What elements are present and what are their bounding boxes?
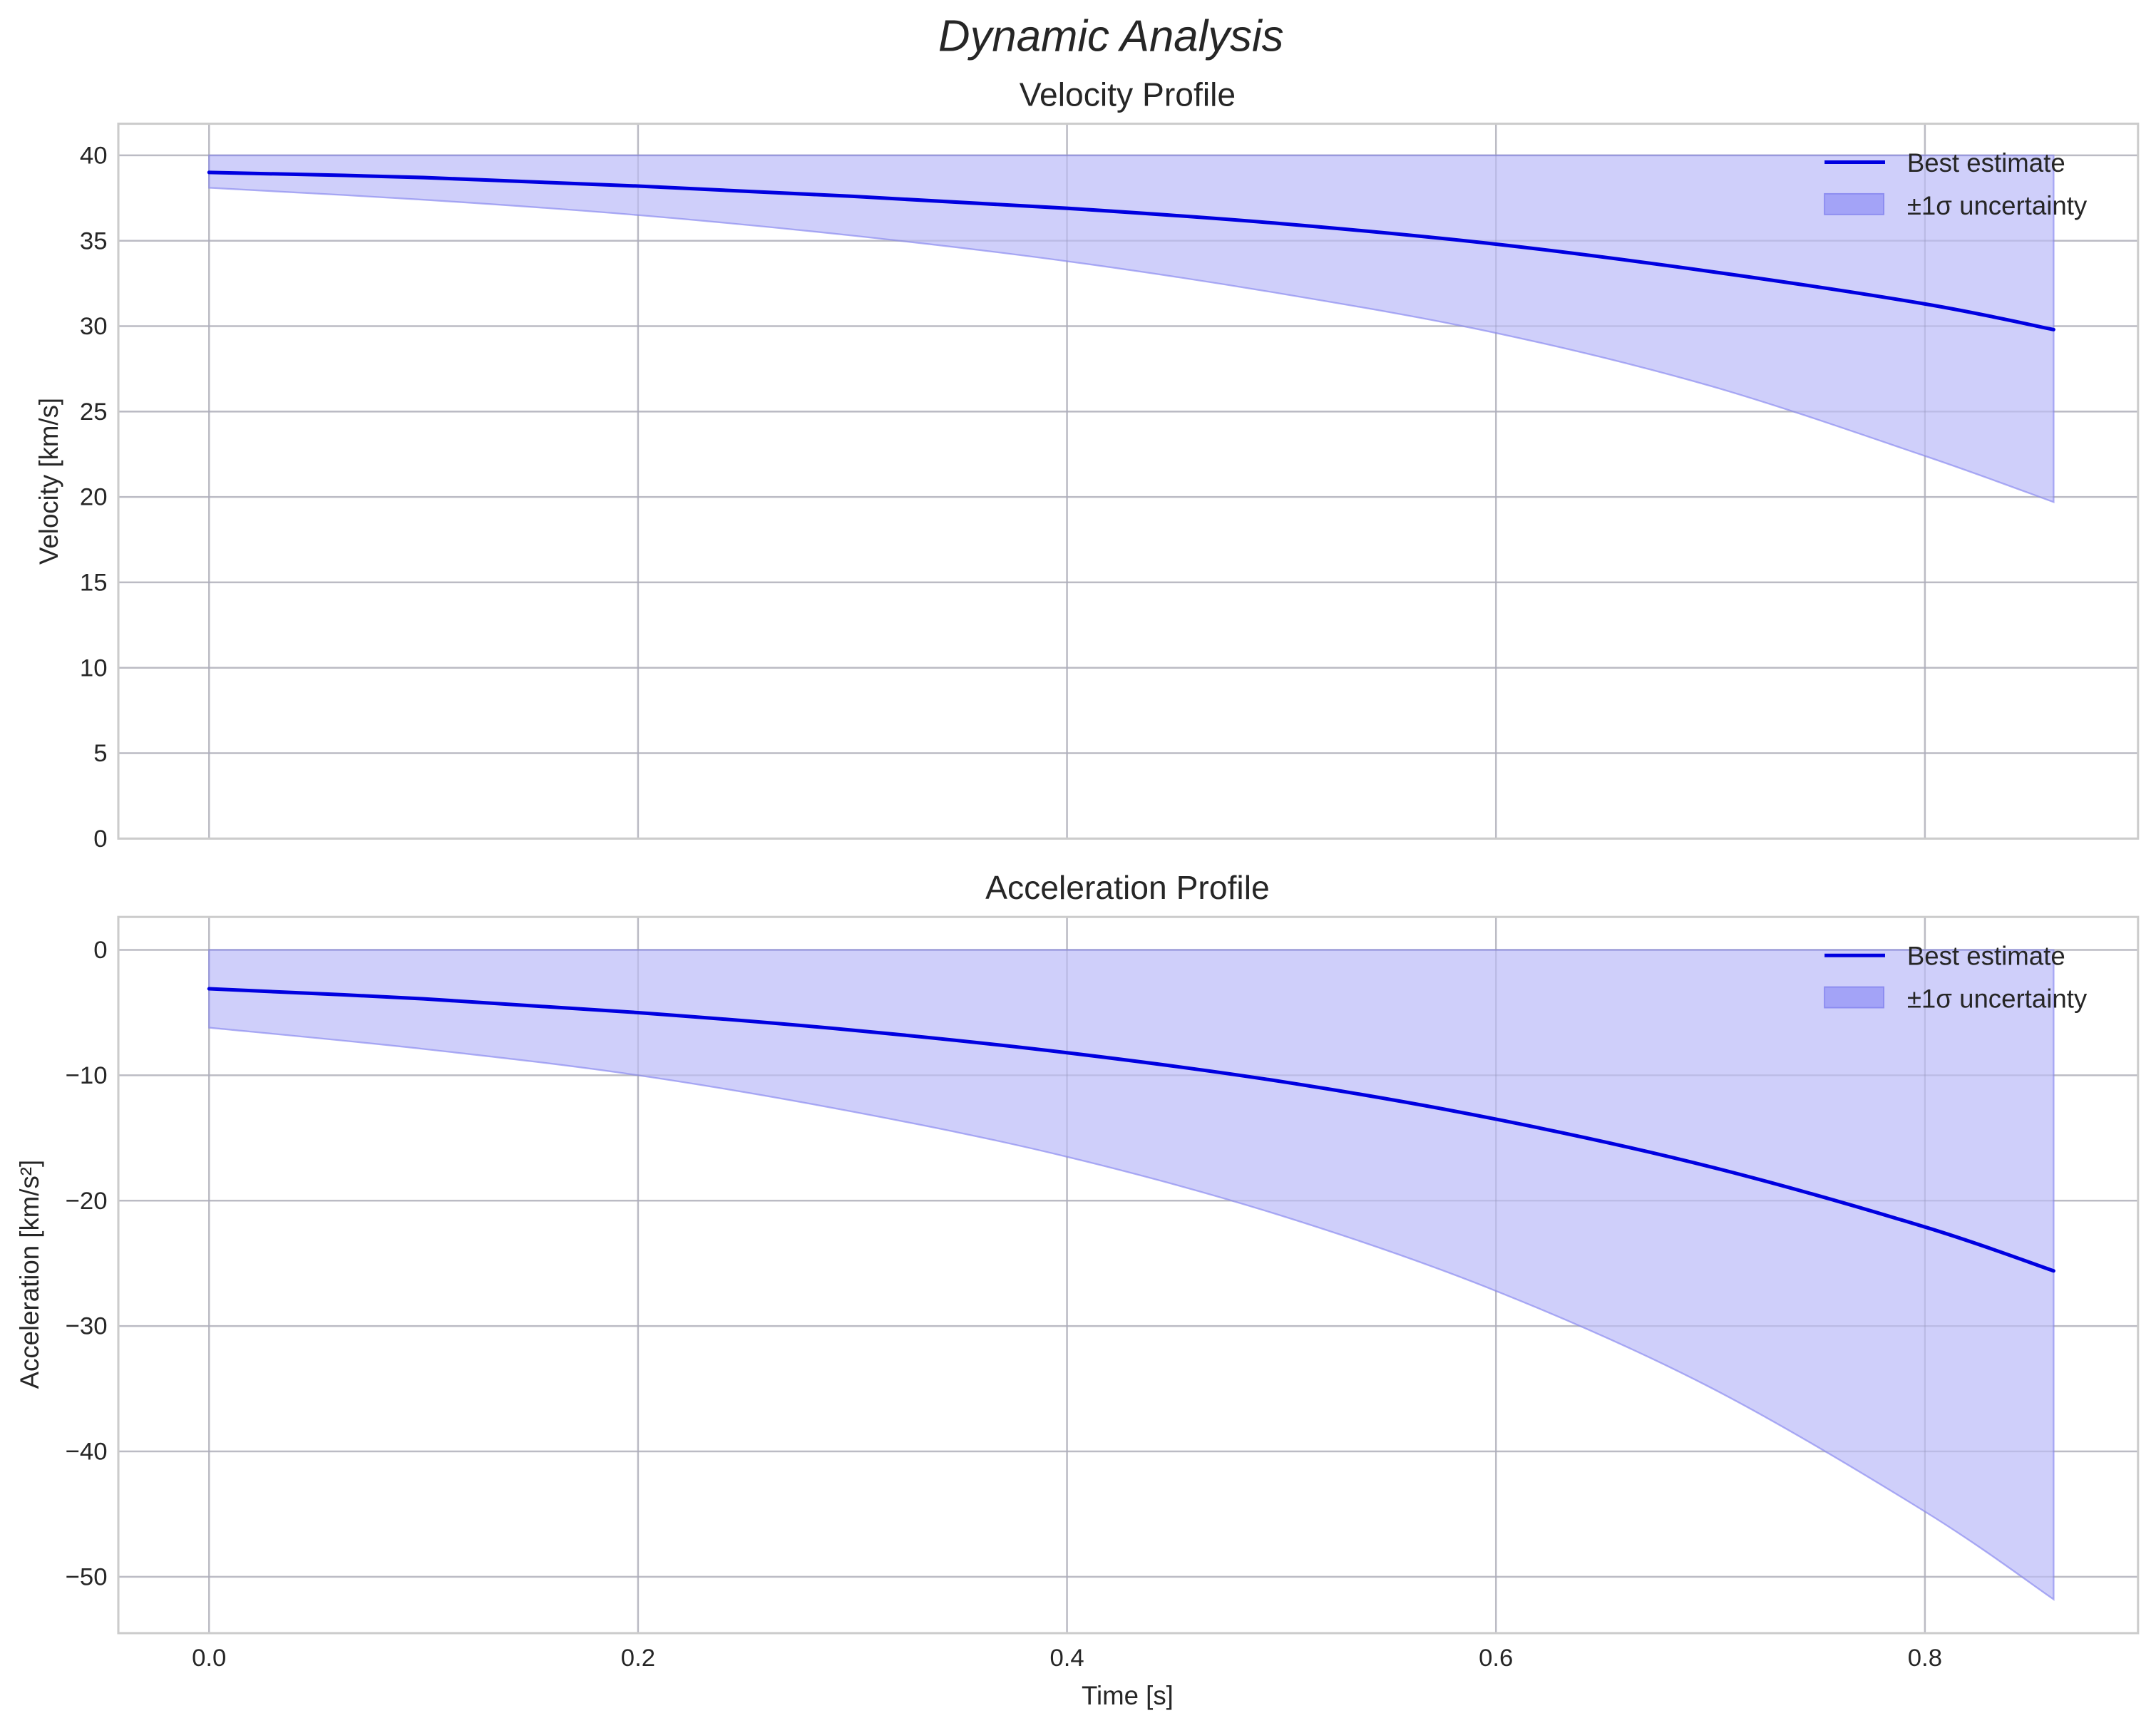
y-tick-label: 25 xyxy=(80,398,108,426)
x-axis-ticks: 0.0 0.2 0.4 0.6 0.8 xyxy=(192,1645,1942,1672)
uncertainty-band xyxy=(208,949,2055,1601)
x-tick-label: 0.4 xyxy=(1049,1645,1084,1672)
legend-label-uncertainty: ±1σ uncertainty xyxy=(1907,984,2088,1014)
y-tick-label: −20 xyxy=(66,1188,108,1215)
y-tick-label: 15 xyxy=(80,569,108,596)
x-tick-label: 0.6 xyxy=(1479,1645,1513,1672)
legend-label-best-estimate: Best estimate xyxy=(1907,148,2065,178)
y-tick-label: 0 xyxy=(93,937,107,964)
y-tick-label: 5 xyxy=(93,740,107,767)
y-tick-label: −40 xyxy=(66,1439,108,1466)
velocity-legend: Best estimate ±1σ uncertainty xyxy=(1824,148,2088,220)
figure-title: Dynamic Analysis xyxy=(938,11,1284,61)
y-tick-label: −10 xyxy=(66,1062,108,1089)
y-tick-label: 0 xyxy=(93,826,107,853)
acceleration-panel-title: Acceleration Profile xyxy=(985,869,1270,906)
y-tick-label: −30 xyxy=(66,1313,108,1340)
y-tick-label: 10 xyxy=(80,654,108,682)
acceleration-y-ticks: 0 −10 −20 −30 −40 −50 xyxy=(66,937,108,1590)
x-tick-label: 0.8 xyxy=(1908,1645,1942,1672)
x-axis-label: Time [s] xyxy=(1082,1681,1174,1710)
uncertainty-band xyxy=(208,154,2055,503)
y-tick-label: 30 xyxy=(80,313,108,340)
legend-label-uncertainty: ±1σ uncertainty xyxy=(1907,191,2088,220)
x-tick-label: 0.2 xyxy=(621,1645,655,1672)
acceleration-panel: Acceleration Profile 0 −10 −20 −30 −40 −50 Ac… xyxy=(15,869,2140,1710)
velocity-y-label: Velocity [km/s] xyxy=(34,398,63,565)
y-tick-label: 20 xyxy=(80,484,108,511)
y-tick-label: 35 xyxy=(80,227,108,254)
velocity-y-ticks: 0 5 10 15 20 25 30 35 40 xyxy=(80,142,108,852)
best-estimate-line xyxy=(207,987,2055,1273)
legend-band-swatch xyxy=(1824,986,1885,1009)
velocity-plot-area xyxy=(118,123,2138,840)
velocity-panel: Velocity Profile 0 5 10 15 20 25 30 35 40 Veloci… xyxy=(34,76,2140,853)
y-tick-label: −50 xyxy=(66,1563,108,1590)
acceleration-plot-area xyxy=(118,917,2138,1633)
velocity-axes-frame xyxy=(117,123,2140,840)
acceleration-legend: Best estimate ±1σ uncertainty xyxy=(1824,942,2088,1014)
acceleration-y-label: Acceleration [km/s²] xyxy=(15,1160,44,1389)
x-tick-label: 0.0 xyxy=(192,1645,226,1672)
velocity-panel-title: Velocity Profile xyxy=(1020,76,1236,113)
legend-band-swatch xyxy=(1824,192,1885,215)
best-estimate-line xyxy=(207,170,2055,331)
y-tick-label: 40 xyxy=(80,142,108,169)
legend-label-best-estimate: Best estimate xyxy=(1907,942,2065,971)
acceleration-axes-frame xyxy=(117,915,2140,1635)
